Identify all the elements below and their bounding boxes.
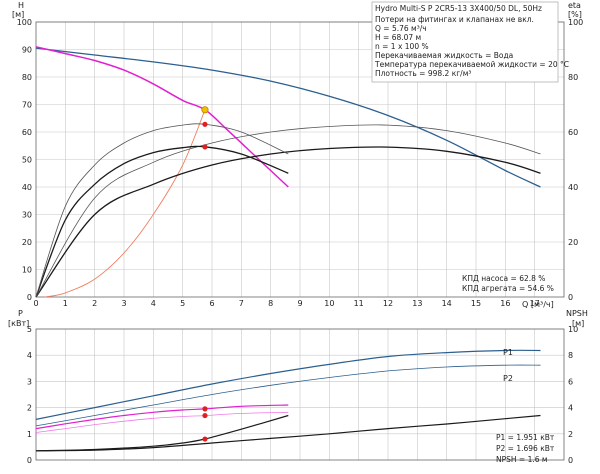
eta-axis-label: eta <box>568 1 581 10</box>
x-tick-label: 10 <box>324 299 334 308</box>
duty-point-marker <box>202 436 208 442</box>
y-left-tick-label: 5 <box>27 325 32 334</box>
x-tick-label: 3 <box>121 299 126 308</box>
curve-p1-s4 <box>35 414 541 452</box>
y-right-tick-label: 8 <box>568 351 573 360</box>
x-tick-label: 7 <box>239 299 244 308</box>
y-left-tick-label: 70 <box>22 101 32 110</box>
p-axis-unit: [кВт] <box>8 319 29 328</box>
x-tick-label: 12 <box>383 299 393 308</box>
info-line: Q = 5.76 м³/ч <box>375 24 427 33</box>
y-left-tick-label: 50 <box>22 156 32 165</box>
x-tick-label: 9 <box>297 299 302 308</box>
y-left-tick-label: 80 <box>22 73 32 82</box>
pump-efficiency-text: КПД насоса = 62.8 % <box>462 274 545 283</box>
x-tick-label: 2 <box>92 299 97 308</box>
y-right-tick-label: 2 <box>568 430 573 439</box>
p1-value-text: P1 = 1.951 кВт <box>496 433 555 442</box>
x-tick-label: 4 <box>151 299 156 308</box>
info-line: n = 1 x 100 % <box>375 42 429 51</box>
frame-layer <box>35 21 565 461</box>
y-right-tick-label: 0 <box>568 293 573 302</box>
x-tick-label: 1 <box>63 299 68 308</box>
operating-point-marker <box>201 106 209 114</box>
y-right-tick-label: 40 <box>568 183 578 192</box>
y-left-tick-label: 2 <box>27 404 32 413</box>
unit-efficiency-text: КПД агрегата = 54.6 % <box>462 284 554 293</box>
lower-plot-frame <box>35 328 565 461</box>
y-left-tick-label: 4 <box>27 351 32 360</box>
upper-plot-frame <box>35 21 565 298</box>
curve-p0-s6 <box>35 123 289 298</box>
y-left-tick-label: 40 <box>22 183 32 192</box>
npsh-value-text: NPSH = 1.6 м <box>496 455 548 464</box>
p2-curve-label: P2 <box>503 374 513 383</box>
x-tick-label: 14 <box>442 299 452 308</box>
info-box-background <box>371 1 559 83</box>
h-axis-unit: [м] <box>12 10 24 19</box>
npsh-axis-label: NPSH <box>566 309 588 318</box>
info-line: Плотность = 998.2 кг/м³ <box>375 69 471 78</box>
info-line: Температура перекачиваемой жидкости = 20… <box>374 60 569 69</box>
y-left-tick-label: 0 <box>27 456 32 465</box>
y-right-tick-label: 4 <box>568 404 573 413</box>
npsh-axis-unit: [м] <box>572 319 584 328</box>
info-box: Hydro Multi-S P 2CR5-13 3X400/50 DL, 50H… <box>371 1 569 83</box>
curve-p1-s2 <box>35 404 289 430</box>
p-axis-label: P <box>18 309 23 318</box>
p1-curve-label: P1 <box>503 348 513 357</box>
pump-title: Hydro Multi-S P 2CR5-13 3X400/50 DL, 50H… <box>375 4 542 13</box>
tick-layer: 0 1 2 3 4 5 6 7 8 9 10 11 12 13 14 15 16 1701020304050607… <box>17 18 584 465</box>
x-tick-label: 15 <box>471 299 481 308</box>
x-tick-label: 11 <box>354 299 364 308</box>
curve-p1 <box>35 349 541 420</box>
x-tick-label: 8 <box>268 299 273 308</box>
duty-point-marker <box>202 412 208 419</box>
eta-axis-unit: [%] <box>568 10 582 19</box>
curve-p0-s1 <box>35 46 289 188</box>
y-left-tick-label: 100 <box>17 18 32 27</box>
x-tick-label: 16 <box>500 299 510 308</box>
info-line: H = 68.07 м <box>375 33 421 42</box>
x-tick-label: 17 <box>530 299 540 308</box>
info-line: Перекачиваемая жидкость = Вода <box>375 51 513 60</box>
h-axis-label: H <box>18 1 24 10</box>
y-right-tick-label: 20 <box>568 238 578 247</box>
duty-point-marker <box>202 144 208 150</box>
duty-point-marker <box>202 406 208 412</box>
curve-p0-s4 <box>35 124 541 298</box>
x-tick-label: 5 <box>180 299 185 308</box>
q-axis-label: Q [м³/ч] <box>522 300 554 309</box>
curve-p0-s5 <box>35 145 289 298</box>
y-left-tick-label: 0 <box>27 293 32 302</box>
x-tick-label: 0 <box>33 299 38 308</box>
series-layer <box>35 46 541 452</box>
y-right-tick-label: 10 <box>568 325 578 334</box>
y-right-tick-label: 0 <box>568 456 573 465</box>
y-right-tick-label: 80 <box>568 73 578 82</box>
curve-p2 <box>35 364 541 427</box>
duty-point-marker <box>202 121 208 127</box>
y-right-tick-label: 60 <box>568 128 578 137</box>
y-left-tick-label: 10 <box>22 266 32 275</box>
y-left-tick-label: 1 <box>27 430 32 439</box>
y-left-tick-label: 20 <box>22 238 32 247</box>
y-left-tick-label: 90 <box>22 46 32 55</box>
y-right-tick-label: 6 <box>568 377 573 386</box>
info-line: Потери на фитингах и клапанах не вкл. <box>375 15 534 24</box>
x-tick-label: 6 <box>209 299 214 308</box>
curve-p0-s2 <box>44 109 206 298</box>
y-right-tick-label: 100 <box>568 18 583 27</box>
x-tick-label: 13 <box>412 299 422 308</box>
y-left-tick-label: 60 <box>22 128 32 137</box>
y-left-tick-label: 30 <box>22 211 32 220</box>
curve-p1-s3 <box>35 411 289 433</box>
point-layer <box>201 106 209 442</box>
curve-p1-s5 <box>35 414 289 452</box>
p2-value-text: P2 = 1.696 кВт <box>496 444 555 453</box>
y-left-tick-label: 3 <box>27 377 32 386</box>
